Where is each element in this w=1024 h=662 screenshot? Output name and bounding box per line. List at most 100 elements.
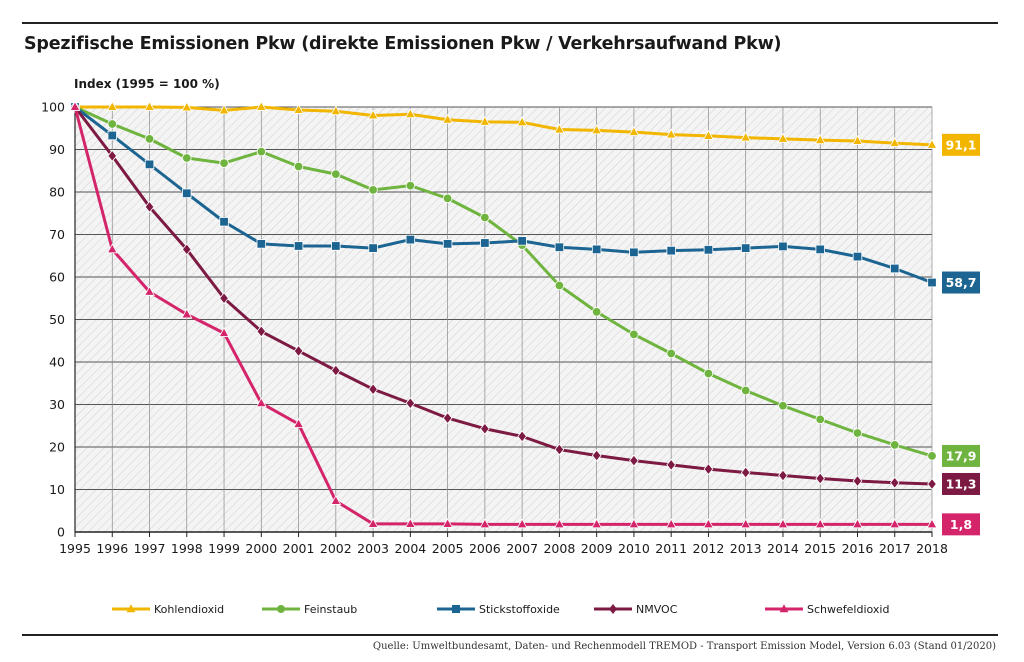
point-nmvoc xyxy=(778,469,788,482)
end-label-stickstoffoxide: 58,7 xyxy=(946,275,977,290)
point-schwefeldioxid xyxy=(479,518,491,529)
point-nmvoc xyxy=(293,344,304,357)
x-tick-label: 2002 xyxy=(320,541,352,556)
series-line-stickstoffoxide xyxy=(73,105,934,285)
point-stickstoffoxide xyxy=(405,234,416,245)
y-tick-label: 80 xyxy=(49,185,65,200)
grid-lines xyxy=(75,106,933,532)
point-schwefeldioxid xyxy=(740,518,752,529)
point-kohlendioxid xyxy=(442,113,454,124)
point-feinstaub xyxy=(666,348,676,359)
point-nmvoc xyxy=(442,412,453,425)
series-layer xyxy=(69,100,938,529)
legend-item-feinstaub: Feinstaub xyxy=(262,603,357,616)
end-label-nmvoc: 11,3 xyxy=(946,476,977,491)
point-nmvoc xyxy=(703,463,714,476)
x-tick-label: 2001 xyxy=(283,541,315,556)
point-schwefeldioxid xyxy=(442,517,454,528)
point-kohlendioxid xyxy=(516,116,528,127)
point-feinstaub xyxy=(852,428,863,438)
legend-marker-feinstaub xyxy=(277,605,285,613)
y-tick-label: 60 xyxy=(49,270,65,285)
end-label-box-schwefeldioxid xyxy=(942,513,980,536)
point-schwefeldioxid xyxy=(591,518,603,529)
point-nmvoc xyxy=(331,364,341,377)
y-tick-label: 100 xyxy=(41,100,65,115)
point-nmvoc xyxy=(368,383,378,396)
x-tick-label: 2005 xyxy=(432,541,464,556)
point-feinstaub xyxy=(778,401,788,411)
legend-marker-stickstoffoxide xyxy=(452,605,460,613)
point-kohlendioxid xyxy=(144,101,155,111)
point-stickstoffoxide xyxy=(219,217,229,227)
x-tick-label: 2017 xyxy=(879,541,911,556)
point-kohlendioxid xyxy=(852,135,863,145)
y-tick-label: 0 xyxy=(57,525,65,540)
point-stickstoffoxide xyxy=(740,243,751,253)
x-tick-label: 1995 xyxy=(59,541,91,556)
point-kohlendioxid xyxy=(553,123,565,134)
point-feinstaub xyxy=(554,280,565,291)
point-schwefeldioxid xyxy=(255,397,267,408)
point-stickstoffoxide xyxy=(480,238,490,248)
x-tick-label: 2000 xyxy=(245,541,277,556)
series-line-feinstaub xyxy=(73,105,934,458)
series-line-schwefeldioxid xyxy=(73,105,934,526)
top-rule xyxy=(22,22,998,24)
point-stickstoffoxide xyxy=(144,159,155,170)
bottom-rule xyxy=(22,634,998,636)
point-schwefeldioxid xyxy=(814,518,826,529)
point-nmvoc xyxy=(629,454,639,467)
point-nmvoc xyxy=(480,422,490,435)
x-tick-label: 2007 xyxy=(506,541,538,556)
y-tick-label: 40 xyxy=(49,355,65,370)
point-feinstaub xyxy=(740,385,751,396)
point-feinstaub xyxy=(182,153,192,163)
legend: Kohlendioxid Feinstaub Stickstoffoxide NMVO… xyxy=(112,603,889,616)
point-feinstaub xyxy=(629,329,639,340)
point-nmvoc xyxy=(181,243,192,256)
point-kohlendioxid xyxy=(181,101,193,112)
point-nmvoc xyxy=(554,443,565,456)
point-kohlendioxid xyxy=(889,137,901,147)
point-stickstoffoxide xyxy=(107,130,117,141)
x-tick-label: 2010 xyxy=(618,541,650,556)
point-feinstaub xyxy=(703,368,714,379)
point-feinstaub xyxy=(144,134,155,144)
point-schwefeldioxid xyxy=(628,518,640,529)
legend-item-kohlendioxid: Kohlendioxid xyxy=(112,603,224,616)
point-stickstoffoxide xyxy=(554,242,565,252)
point-feinstaub xyxy=(591,307,602,317)
point-stickstoffoxide xyxy=(703,245,714,255)
point-feinstaub xyxy=(480,212,490,223)
point-feinstaub xyxy=(815,414,825,425)
series-nmvoc xyxy=(70,100,937,490)
x-tick-label: 2016 xyxy=(842,541,874,556)
y-tick-label: 30 xyxy=(49,397,65,412)
point-schwefeldioxid xyxy=(144,285,155,296)
point-stickstoffoxide xyxy=(293,241,304,251)
axes: 0 10 20 30 40 50 60 70 80 90 100 1995 1996 1997 1998 19… xyxy=(41,77,948,556)
end-labels: 91,1 17,9 58,7 11,3 1,8 xyxy=(942,133,980,536)
point-schwefeldioxid xyxy=(218,327,230,337)
point-schwefeldioxid xyxy=(404,517,416,528)
point-kohlendioxid xyxy=(926,138,938,149)
legend-item-schwefeldioxid: Schwefeldioxid xyxy=(765,603,889,616)
point-feinstaub xyxy=(293,161,304,172)
point-schwefeldioxid xyxy=(777,518,789,529)
point-schwefeldioxid xyxy=(106,243,118,254)
point-schwefeldioxid xyxy=(69,101,81,111)
x-tick-label: 1996 xyxy=(96,541,128,556)
point-feinstaub xyxy=(331,169,341,179)
point-nmvoc xyxy=(591,449,602,462)
legend-label-feinstaub: Feinstaub xyxy=(304,603,357,616)
end-label-box-nmvoc xyxy=(942,472,980,495)
series-schwefeldioxid xyxy=(69,101,938,529)
point-kohlendioxid xyxy=(740,131,752,142)
point-nmvoc xyxy=(852,474,863,488)
legend-label-stickstoffoxide: Stickstoffoxide xyxy=(479,603,560,616)
x-tick-label: 2018 xyxy=(916,541,948,556)
legend-item-nmvoc: NMVOC xyxy=(594,603,678,616)
point-feinstaub xyxy=(890,440,900,450)
point-kohlendioxid xyxy=(703,129,714,140)
